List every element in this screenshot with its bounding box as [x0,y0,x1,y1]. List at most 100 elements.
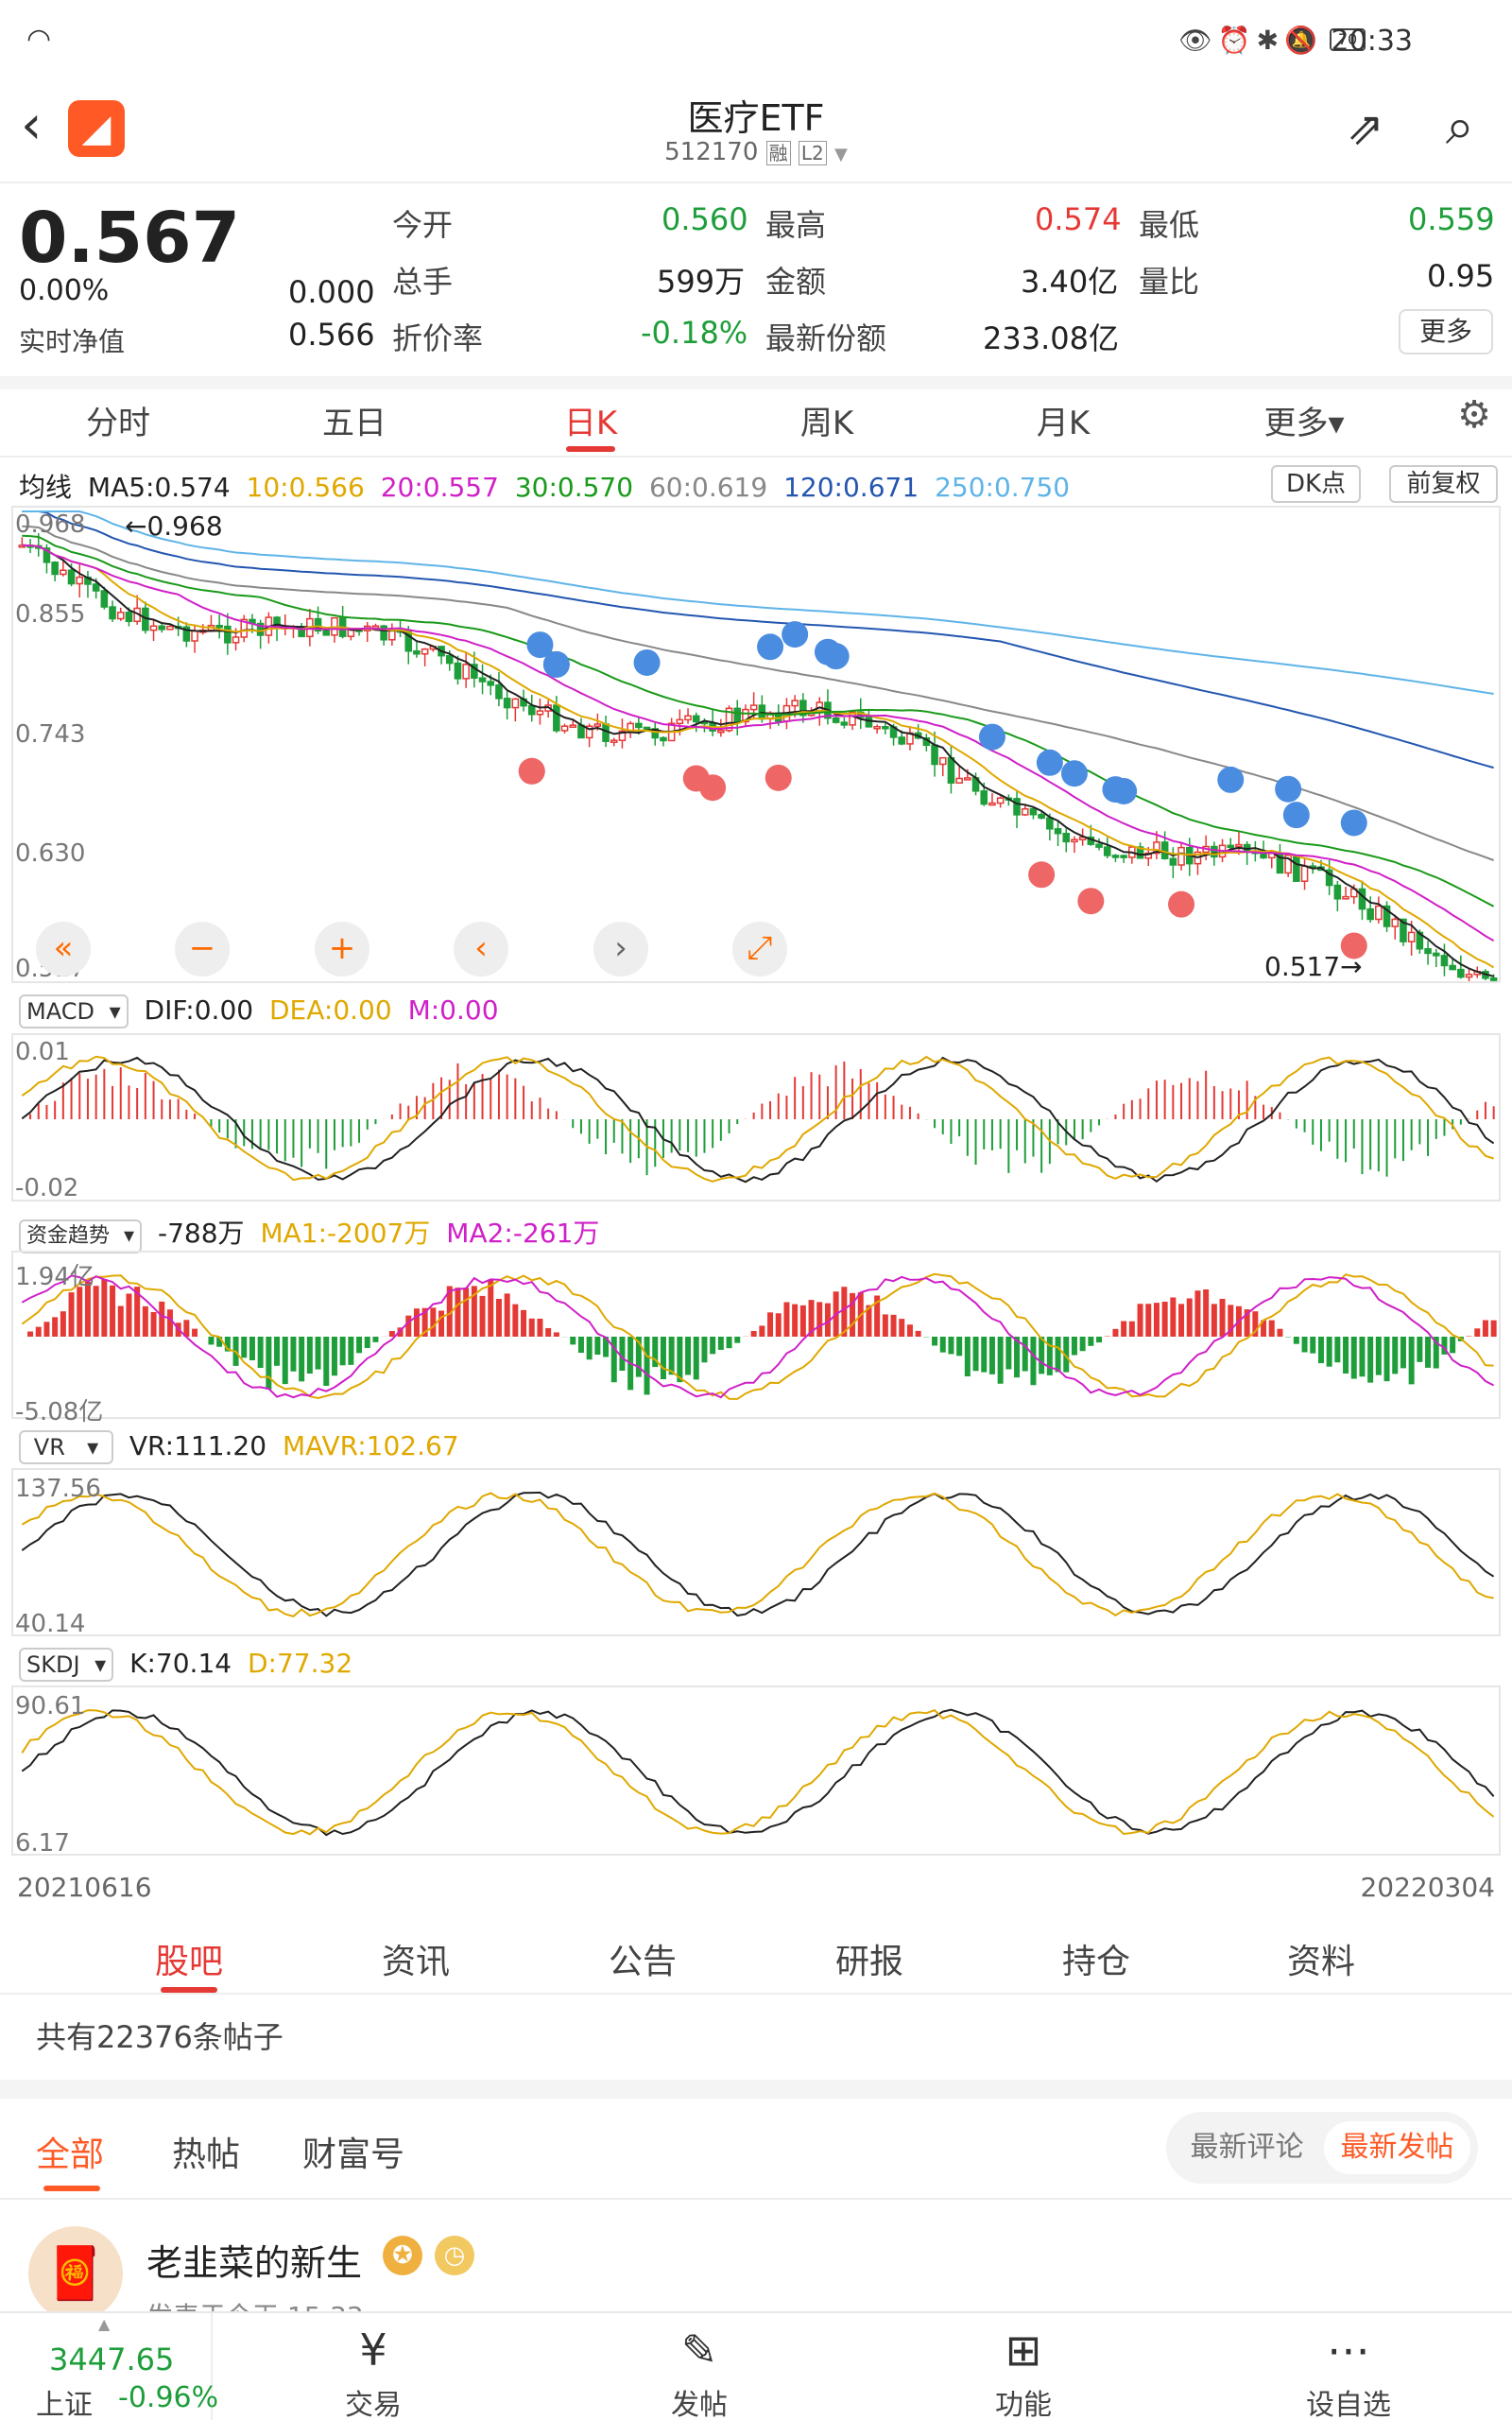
ratio-label: 量比 [1139,264,1200,300]
amount-value: 3.40亿 [1021,264,1119,300]
fullscreen-icon[interactable]: ⤢ [732,922,787,977]
fund-svg [21,1272,1497,1400]
candle-body [931,744,938,766]
filter-hot[interactable]: 热帖 [172,2135,241,2174]
candle-body [166,625,174,631]
sell-marker [782,621,809,648]
tag-l2: L2 [798,141,827,165]
gear-icon[interactable]: ⚙ [1457,393,1491,437]
buy-marker [1028,861,1056,889]
tab-more[interactable]: 更多▾ [1263,405,1345,442]
vr-selector[interactable]: VR ▾ [19,1430,113,1464]
tab-guba[interactable]: 股吧 [113,1934,265,1993]
nav-post[interactable]: ✎ 发帖 [638,2323,761,2420]
buy-marker [518,757,545,785]
mavr-line [21,1492,1494,1618]
sort-latest-comment[interactable]: 最新评论 [1190,2131,1304,2164]
buy-marker [765,764,792,791]
tab-holdings[interactable]: 持仓 [1061,1943,1130,1981]
index-ticker[interactable]: ▲ 3447.65 上证 -0.96% [0,2313,218,2420]
dk-point-button[interactable]: DK点 [1271,465,1361,503]
search-icon[interactable]: ⌕ [1445,96,1474,156]
sort-latest-post[interactable]: 最新发帖 [1324,2121,1470,2174]
quote-panel: 0.567 0.00% 0.000 实时净值 0.566 今开 0.560 总手… [0,184,1512,373]
tab-profile[interactable]: 资料 [1286,1943,1355,1981]
candle-body [1333,884,1342,900]
stock-code[interactable]: 512170 融 L2 ▼ [0,138,1512,166]
fund-selector[interactable]: 资金趋势 ▾ [19,1219,143,1253]
tab-weekly-k[interactable]: 周K [799,405,854,442]
scroll-left-icon[interactable]: ‹ [454,922,508,977]
candle-body [725,707,733,732]
candle-body [1407,931,1416,942]
skdj-legend: SKDJ ▾ K:70.14 D:77.32 [19,1648,360,1682]
sell-marker [1282,802,1310,829]
amount-label: 金额 [765,264,827,300]
candle-body [1449,964,1456,971]
candle-body [1325,869,1333,887]
candle-body [1293,854,1300,882]
zoom-out-icon[interactable]: − [175,922,230,977]
candle-body [1062,832,1071,843]
candle-body [116,612,125,620]
adjust-button[interactable]: 前复权 [1389,465,1498,503]
macd-y-bottom: -0.02 [15,1174,79,1202]
avatar[interactable]: 🧧 [28,2226,123,2321]
zoom-in-icon[interactable]: + [315,922,369,977]
scroll-right-icon[interactable]: › [593,922,648,977]
tab-research[interactable]: 研报 [834,1943,903,1981]
tab-monthly-k[interactable]: 月K [1036,405,1091,442]
nav-functions-label: 功能 [995,2389,1052,2420]
nav-functions[interactable]: ⊞ 功能 [962,2323,1085,2420]
candle-body [388,629,396,641]
candle-body [947,756,955,784]
more-quote-button[interactable]: 更多 [1399,309,1493,354]
index-name: 上证 [36,2389,93,2420]
fund-name: 资金趋势 [26,1224,111,1248]
sell-marker [526,631,554,659]
tab-news[interactable]: 资讯 [381,1943,450,1981]
divider [0,182,1512,183]
candle-body [1227,844,1235,849]
sell-marker [978,723,1005,751]
sort-toggle: 最新评论 最新发帖 [1166,2112,1478,2184]
ma20-value: 20:0.557 [380,472,499,503]
tab-daily-k[interactable]: 日K [524,397,657,452]
macd-y-top: 0.01 [15,1038,70,1066]
y-tick-3: 0.743 [15,720,86,749]
more-dots-icon: ⋯ [1327,2325,1370,2376]
candle-body [898,736,906,745]
candle-body [1111,855,1120,858]
share-icon[interactable]: ⇗ [1346,102,1384,155]
nav-watchlist[interactable]: ⋯ 设自选 [1287,2323,1410,2420]
skdj-selector[interactable]: SKDJ ▾ [19,1648,114,1682]
candle-body [158,625,166,631]
post-author[interactable]: 老韭菜的新生 [146,2242,363,2284]
candle-body [676,718,684,725]
ma-label: 均线 [19,472,73,503]
candle-body [980,790,988,805]
scroll-left-fast-icon[interactable]: « [36,922,91,977]
macd-selector[interactable]: MACD ▾ [19,994,129,1028]
nav-label: 实时净值 [19,326,126,357]
filter-all[interactable]: 全部 [36,2127,104,2191]
nav-post-label: 发帖 [671,2389,728,2420]
high-value: 0.574 [1035,201,1122,237]
fund-chart [11,1251,1501,1419]
candlestick-svg [18,510,1498,981]
filter-fortune[interactable]: 财富号 [302,2135,405,2174]
nav-trade[interactable]: ¥ 交易 [312,2323,435,2420]
candle-body [478,677,487,683]
stock-code-text: 512170 [664,138,759,166]
tab-intraday[interactable]: 分时 [86,405,150,442]
discount-label: 折价率 [392,320,484,356]
tab-five-day[interactable]: 五日 [322,405,387,442]
back-icon[interactable]: ‹ [21,95,43,156]
candle-body [1160,841,1169,859]
edit-icon: ✎ [680,2325,718,2376]
kline-tabs: 分时 五日 日K 周K 月K 更多▾ ⚙ [0,378,1512,456]
candle-body [240,618,249,638]
candlestick-chart[interactable] [11,506,1501,983]
tab-announcements[interactable]: 公告 [608,1943,677,1981]
post-item[interactable]: 🧧 老韭菜的新生 ✪ ◷ 发表于今天 15:33 [0,2207,1512,2332]
